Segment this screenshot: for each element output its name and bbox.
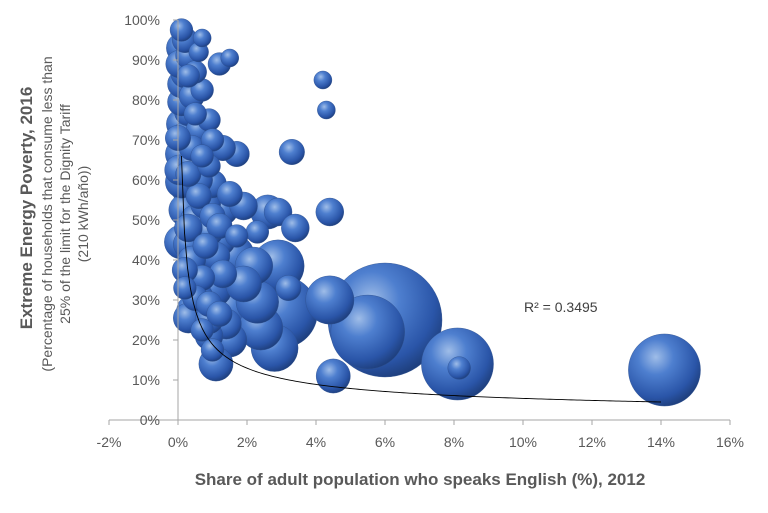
x-tick-label: 8% (444, 434, 464, 450)
x-tick-label: 12% (578, 434, 606, 450)
bubble-point (216, 181, 243, 207)
x-tick-label: 0% (168, 434, 188, 450)
r-squared-annotation: R² = 0.3495 (524, 299, 598, 315)
bubble-layer (164, 18, 701, 407)
bubble-point (176, 64, 200, 88)
bubble-point (206, 301, 233, 327)
y-tick-label: 50% (132, 212, 160, 228)
bubble-point (185, 183, 212, 209)
y-tick-label: 90% (132, 52, 160, 68)
bubble-point (220, 48, 239, 68)
bubble-point (313, 70, 333, 90)
y-axis-subtitle-line-3: (210 kWh/año)) (75, 166, 91, 262)
y-tick-label: 40% (132, 252, 160, 268)
y-tick-label: 10% (132, 372, 160, 388)
bubble-point (317, 100, 336, 120)
y-axis-subtitle-group-3: (210 kWh/año)) (75, 166, 91, 262)
x-tick-label: 16% (716, 434, 744, 450)
bubble-point (173, 276, 197, 300)
y-tick-label: 100% (124, 12, 160, 28)
y-axis-subtitle-line-1: (Percentage of households that consume l… (39, 56, 55, 371)
bubble-point (192, 28, 212, 48)
bubble-point (190, 144, 214, 168)
x-tick-label: -2% (97, 434, 122, 450)
bubble-point (225, 224, 249, 248)
y-axis-title-group: Extreme Energy Poverty, 2016 (17, 87, 36, 330)
bubble-point (192, 233, 219, 259)
x-tick-label: 10% (509, 434, 537, 450)
x-tick-label: 6% (375, 434, 395, 450)
x-tick-label: 2% (237, 434, 257, 450)
x-tick-labels: -2% 0% 2% 4% 6% 8% 10% 12% 14% 16% (97, 420, 744, 450)
bubble-point (278, 139, 305, 165)
y-tick-label: 0% (140, 412, 160, 428)
bubble-point (315, 358, 351, 394)
y-axis-subtitle-group-2: 25% of the limit for the Dignity Tariff (57, 104, 73, 324)
bubble-point (183, 102, 207, 126)
y-axis-subtitle-line-2: 25% of the limit for the Dignity Tariff (57, 104, 73, 324)
bubble-point (200, 338, 225, 362)
x-tick-label: 14% (647, 434, 675, 450)
bubble-point (245, 220, 269, 244)
bubble-point (447, 356, 471, 380)
bubble-point (174, 213, 203, 243)
y-axis-title: Extreme Energy Poverty, 2016 (17, 87, 36, 330)
bubble-point (315, 197, 344, 227)
y-tick-label: 60% (132, 172, 160, 188)
x-tick-label: 4% (306, 434, 326, 450)
y-tick-labels: 0% 10% 20% 30% 40% 50% 60% 70% 80% 90% 100% (124, 12, 178, 428)
bubble-point (628, 333, 701, 407)
y-tick-label: 20% (132, 332, 160, 348)
y-tick-label: 80% (132, 92, 160, 108)
bubble-point (169, 18, 194, 42)
bubble-point (305, 275, 355, 325)
bubble-point (281, 213, 310, 243)
bubble-point (190, 318, 214, 342)
y-tick-label: 70% (132, 132, 160, 148)
y-tick-label: 30% (132, 292, 160, 308)
bubble-point (275, 275, 302, 301)
x-axis-title: Share of adult population who speaks Eng… (195, 470, 646, 489)
y-axis-subtitle-group: (Percentage of households that consume l… (39, 56, 55, 371)
trendline (181, 155, 662, 403)
